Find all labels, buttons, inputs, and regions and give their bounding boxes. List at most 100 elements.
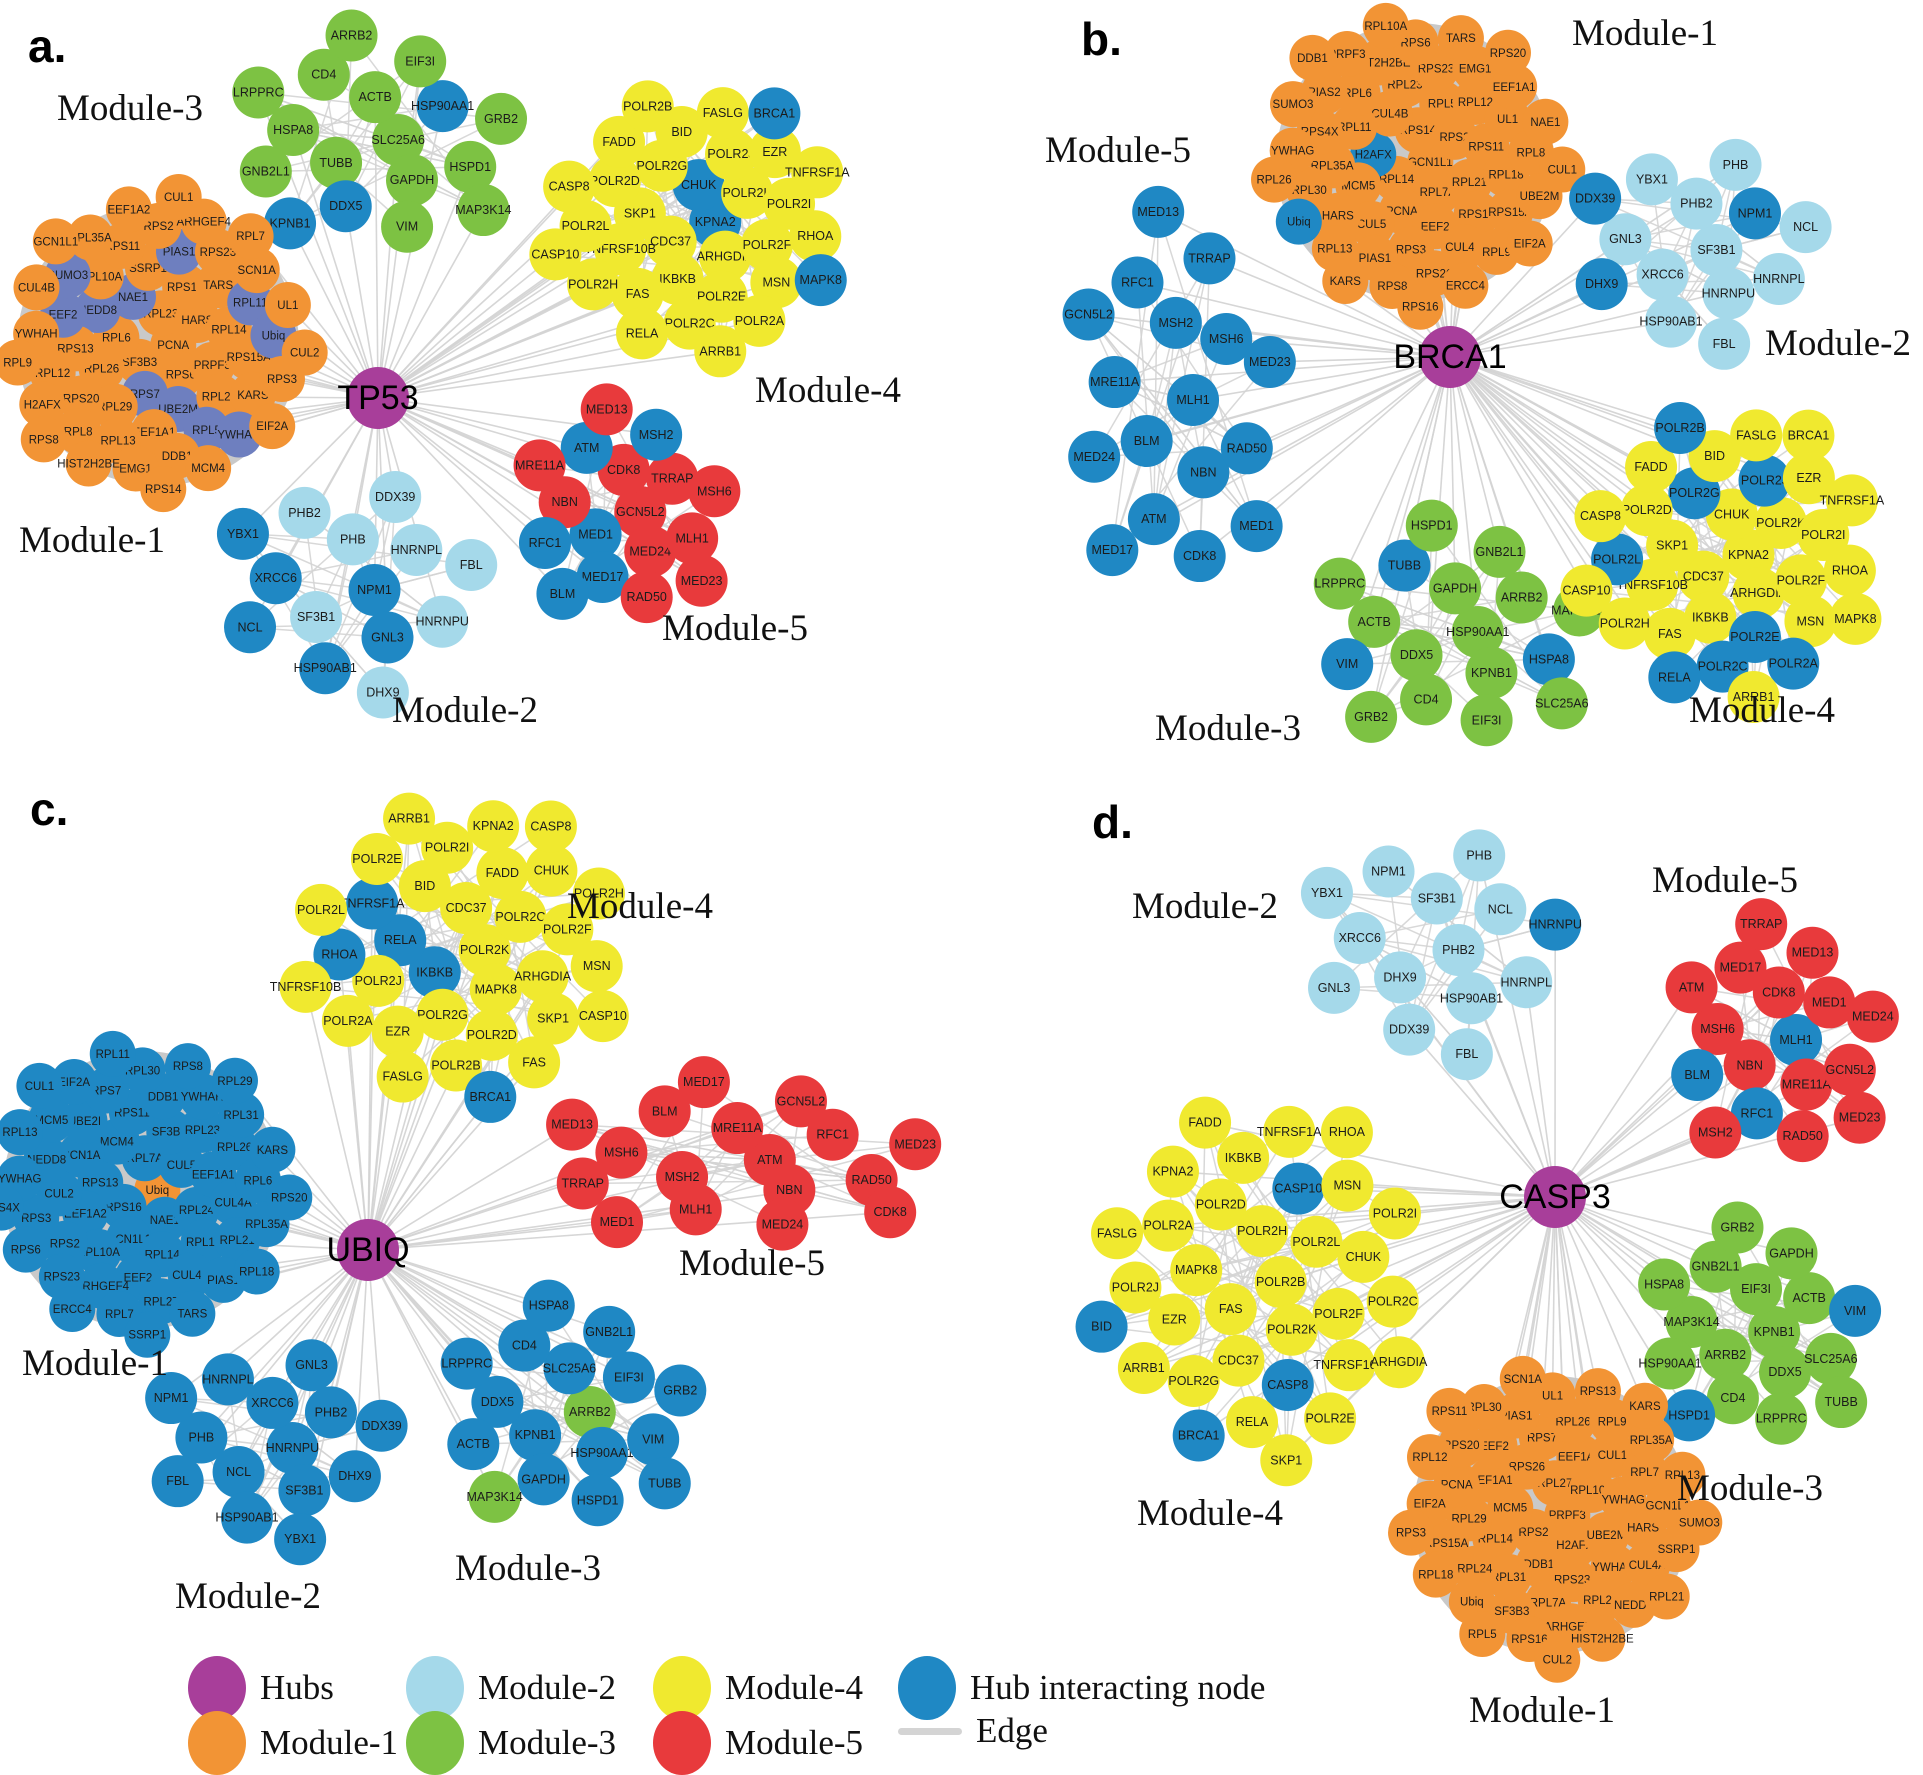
hub-spoke-line xyxy=(1196,1196,1556,1271)
nodes-layer: SLC25A6TUBBACTBGAPDHHSPA8HSP90AA1DDX5CD4… xyxy=(0,2,1899,1683)
node-NBN xyxy=(538,476,591,529)
node-RPS8 xyxy=(20,416,67,463)
module-title: Module-4 xyxy=(567,886,713,927)
node-POLR2B xyxy=(621,80,674,133)
node-CD4 xyxy=(1400,673,1453,726)
node-MED1 xyxy=(591,1196,644,1249)
node-ARRB1 xyxy=(694,325,747,378)
node-BLM xyxy=(536,567,589,620)
node-MSH6 xyxy=(1691,1002,1744,1055)
node-HSPA8 xyxy=(522,1279,575,1332)
node-HNRNPU xyxy=(1529,898,1582,951)
node-MSN xyxy=(1784,595,1837,648)
hub-spoke-line xyxy=(1246,356,1451,450)
node-EEF1A1 xyxy=(1468,1456,1515,1503)
hub-label: TP53 xyxy=(337,379,418,417)
node-RFC1 xyxy=(1730,1087,1783,1140)
node-HSPD1 xyxy=(571,1474,624,1527)
node-YBX1 xyxy=(216,507,269,560)
node-RPL10A xyxy=(1362,2,1409,49)
node-CASP10 xyxy=(1560,564,1613,617)
node-FASLG xyxy=(1091,1207,1144,1260)
node-SCN1A xyxy=(58,1131,105,1178)
node-HSPD1 xyxy=(1663,1389,1716,1442)
node-GAPDH xyxy=(1765,1227,1818,1280)
hub-spoke-line xyxy=(344,206,379,399)
node-CUL2 xyxy=(1534,1636,1581,1683)
node-MSH2 xyxy=(630,408,683,461)
node-TNFRSF10B xyxy=(279,960,332,1013)
node-MLH1 xyxy=(669,1183,722,1236)
hub-spoke-line xyxy=(1209,257,1451,358)
node-HSP90AA1 xyxy=(575,1426,628,1479)
module-title: Module-3 xyxy=(1155,708,1301,749)
node-MRE11A xyxy=(513,439,566,492)
node-RHOA xyxy=(1320,1106,1373,1159)
node-POLR2J xyxy=(352,954,405,1007)
hub-spoke-line xyxy=(377,209,485,399)
node-GAPDH xyxy=(385,154,438,207)
hub-spoke-line xyxy=(1192,356,1451,401)
node-RPL11 xyxy=(89,1030,136,1077)
node-POLR2I xyxy=(1368,1187,1421,1240)
hub-spoke-line xyxy=(1143,1196,1556,1369)
node-CDK8 xyxy=(1173,530,1226,583)
node-ARRB2 xyxy=(325,9,378,62)
node-RELA xyxy=(1226,1396,1279,1449)
hub-spoke-line xyxy=(1449,320,1672,358)
node-RPS16 xyxy=(1397,283,1444,330)
node-PRPF3 xyxy=(1324,31,1371,78)
node-FASLG xyxy=(1730,409,1783,462)
node-MSH2 xyxy=(1149,296,1202,349)
node-DHX9 xyxy=(1374,951,1427,1004)
module-title: Module-3 xyxy=(1677,1468,1823,1509)
node-FAS xyxy=(508,1036,561,1089)
node-CUL1 xyxy=(155,173,202,220)
node-NPM1 xyxy=(1362,845,1415,898)
node-RELA xyxy=(374,914,427,967)
node-KPNA2 xyxy=(467,800,520,853)
node-POLR2J xyxy=(1738,454,1791,507)
node-PHB xyxy=(1709,138,1762,191)
node-MED13 xyxy=(546,1098,599,1151)
module-title: Module-2 xyxy=(1765,323,1911,364)
node-FASLG xyxy=(376,1050,429,1103)
node-DDX39 xyxy=(1569,172,1622,225)
hub-spoke-line xyxy=(1449,356,1456,589)
node-MSH6 xyxy=(1200,313,1253,366)
node-MED1 xyxy=(1230,500,1283,553)
node-GNL3 xyxy=(1599,213,1652,266)
node-ARHGDIA xyxy=(1372,1336,1425,1389)
node-MED1 xyxy=(1803,976,1856,1029)
node-RPS20 xyxy=(1484,29,1531,76)
node-SF3B1 xyxy=(1410,872,1463,925)
node-YBX1 xyxy=(1300,866,1353,919)
node-HIST2H2BE xyxy=(1579,1615,1626,1662)
node-ACTB xyxy=(349,71,402,124)
node-HSP90AA1 xyxy=(416,80,469,133)
node-CD4 xyxy=(498,1319,551,1372)
node-ARRB2 xyxy=(563,1386,616,1438)
node-CUL2 xyxy=(281,329,328,376)
edge-line xyxy=(1333,854,1480,989)
node-RPL18 xyxy=(1412,1551,1459,1598)
node-POLR2F xyxy=(1774,554,1827,607)
node-KPNA2 xyxy=(1146,1145,1199,1198)
hub-spoke-line xyxy=(200,1249,369,1439)
node-GRB2 xyxy=(475,92,528,145)
node-HNRNPU xyxy=(416,595,469,648)
hub-spoke-line xyxy=(367,1096,491,1251)
node-DDX5 xyxy=(1390,629,1443,682)
node-POLR2D xyxy=(465,1008,518,1061)
node-GCN5L2 xyxy=(1823,1043,1876,1096)
node-HSP90AA1 xyxy=(1451,606,1504,658)
node-RFC1 xyxy=(1111,256,1164,309)
hub-node-BRCA1 xyxy=(1419,326,1481,388)
node-IKBKB xyxy=(1684,591,1737,644)
node-RPL7 xyxy=(227,213,274,260)
node-ARHGDIA xyxy=(1732,567,1785,620)
node-POLR2D xyxy=(1194,1178,1247,1231)
node-ERCC4 xyxy=(1442,262,1489,309)
node-ARRB1 xyxy=(1727,671,1780,724)
node-SLC25A6 xyxy=(543,1342,596,1395)
